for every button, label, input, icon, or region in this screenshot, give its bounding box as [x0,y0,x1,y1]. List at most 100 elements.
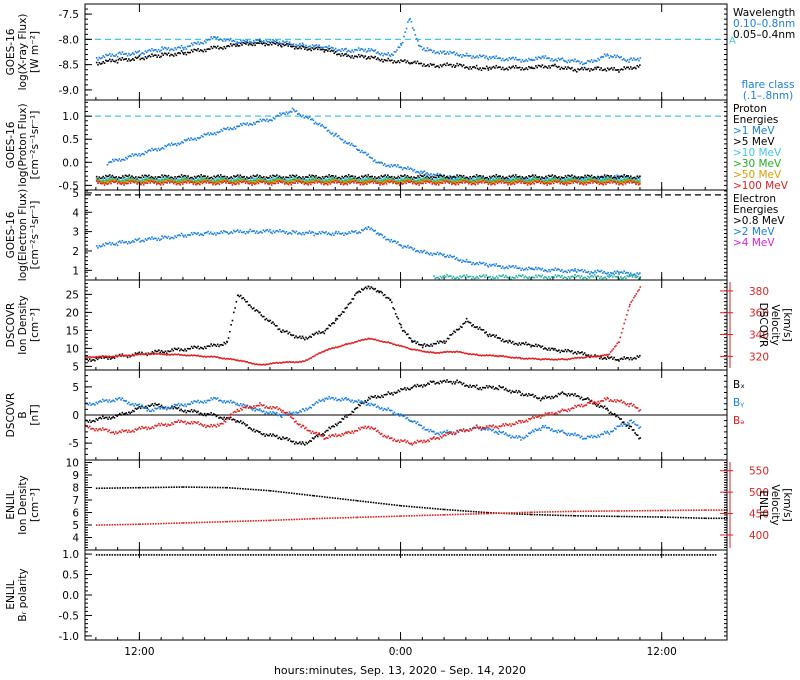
data-point [290,43,292,46]
data-point [214,36,216,38]
data-point [408,19,410,21]
data-point [341,138,344,141]
data-point [537,176,539,179]
data-point [360,175,363,178]
data-point [628,358,631,361]
data-point [177,353,180,356]
data-point [358,181,360,184]
data-point [303,233,306,236]
data-point [325,180,328,182]
data-point [345,177,347,180]
data-point [219,179,222,181]
data-point [559,180,562,183]
data-point [318,352,320,354]
data-point [100,417,103,420]
data-point [567,358,570,360]
data-point [323,181,325,184]
data-point [328,176,330,179]
data-point [177,347,180,350]
data-point [124,354,126,357]
data-point [563,60,566,62]
data-point [572,182,575,184]
data-point [329,50,332,53]
data-point [363,56,365,59]
data-point [494,336,496,338]
data-point [418,182,421,185]
data-point [539,359,542,361]
data-point [515,177,517,180]
data-point [319,178,321,181]
data-point [363,183,366,185]
data-point [186,45,189,48]
data-point [599,176,602,178]
data-point [266,177,269,179]
data-point [355,340,357,343]
data-point [548,347,550,350]
data-point [291,177,294,179]
data-point [458,55,461,57]
data-point [357,179,359,181]
data-point [323,232,326,234]
data-point [132,52,134,54]
data-point [300,181,303,184]
data-point [223,416,226,419]
data-point [518,175,521,178]
data-point [515,65,517,67]
data-point [243,180,246,182]
data-point [558,275,561,277]
data-point [409,178,411,181]
data-point [303,182,306,185]
data-point [549,67,552,69]
data-point [455,328,458,331]
data-point [606,174,609,177]
data-point [562,277,565,280]
data-point [197,175,200,177]
data-point [94,356,96,359]
data-point [149,180,152,183]
data-point [282,361,284,364]
data-point [352,231,354,233]
data-point [102,182,105,184]
data-point [351,179,354,181]
data-point [424,178,427,181]
data-point [534,177,537,180]
data-point [585,356,588,359]
data-point [487,354,489,357]
data-point [373,50,375,52]
data-point [405,168,408,170]
data-point [414,250,417,253]
data-point [206,231,208,234]
data-point [155,183,158,186]
data-point [630,301,632,303]
data-point [279,180,282,182]
data-point [413,180,415,183]
data-point [444,53,446,55]
data-point [550,179,552,182]
data-point [524,68,526,70]
data-point [440,340,443,343]
data-point [202,50,205,53]
data-point [516,267,518,269]
data-point [241,124,243,127]
data-point [210,178,213,181]
data-point [187,178,189,181]
data-point [561,274,563,277]
data-point [201,49,203,52]
data-point [356,232,358,234]
data-point [349,144,352,146]
data-point [193,48,195,51]
data-point [279,176,282,179]
data-point [556,179,559,181]
data-point [533,67,536,70]
data-point [604,68,606,71]
data-point [151,47,153,50]
data-point [235,175,238,178]
data-point [565,182,568,185]
data-point [478,174,481,177]
data-point [513,181,516,184]
data-point [617,358,619,361]
data-point [639,57,642,59]
data-point [417,40,419,42]
data-point [471,277,473,280]
data-point [156,50,158,53]
